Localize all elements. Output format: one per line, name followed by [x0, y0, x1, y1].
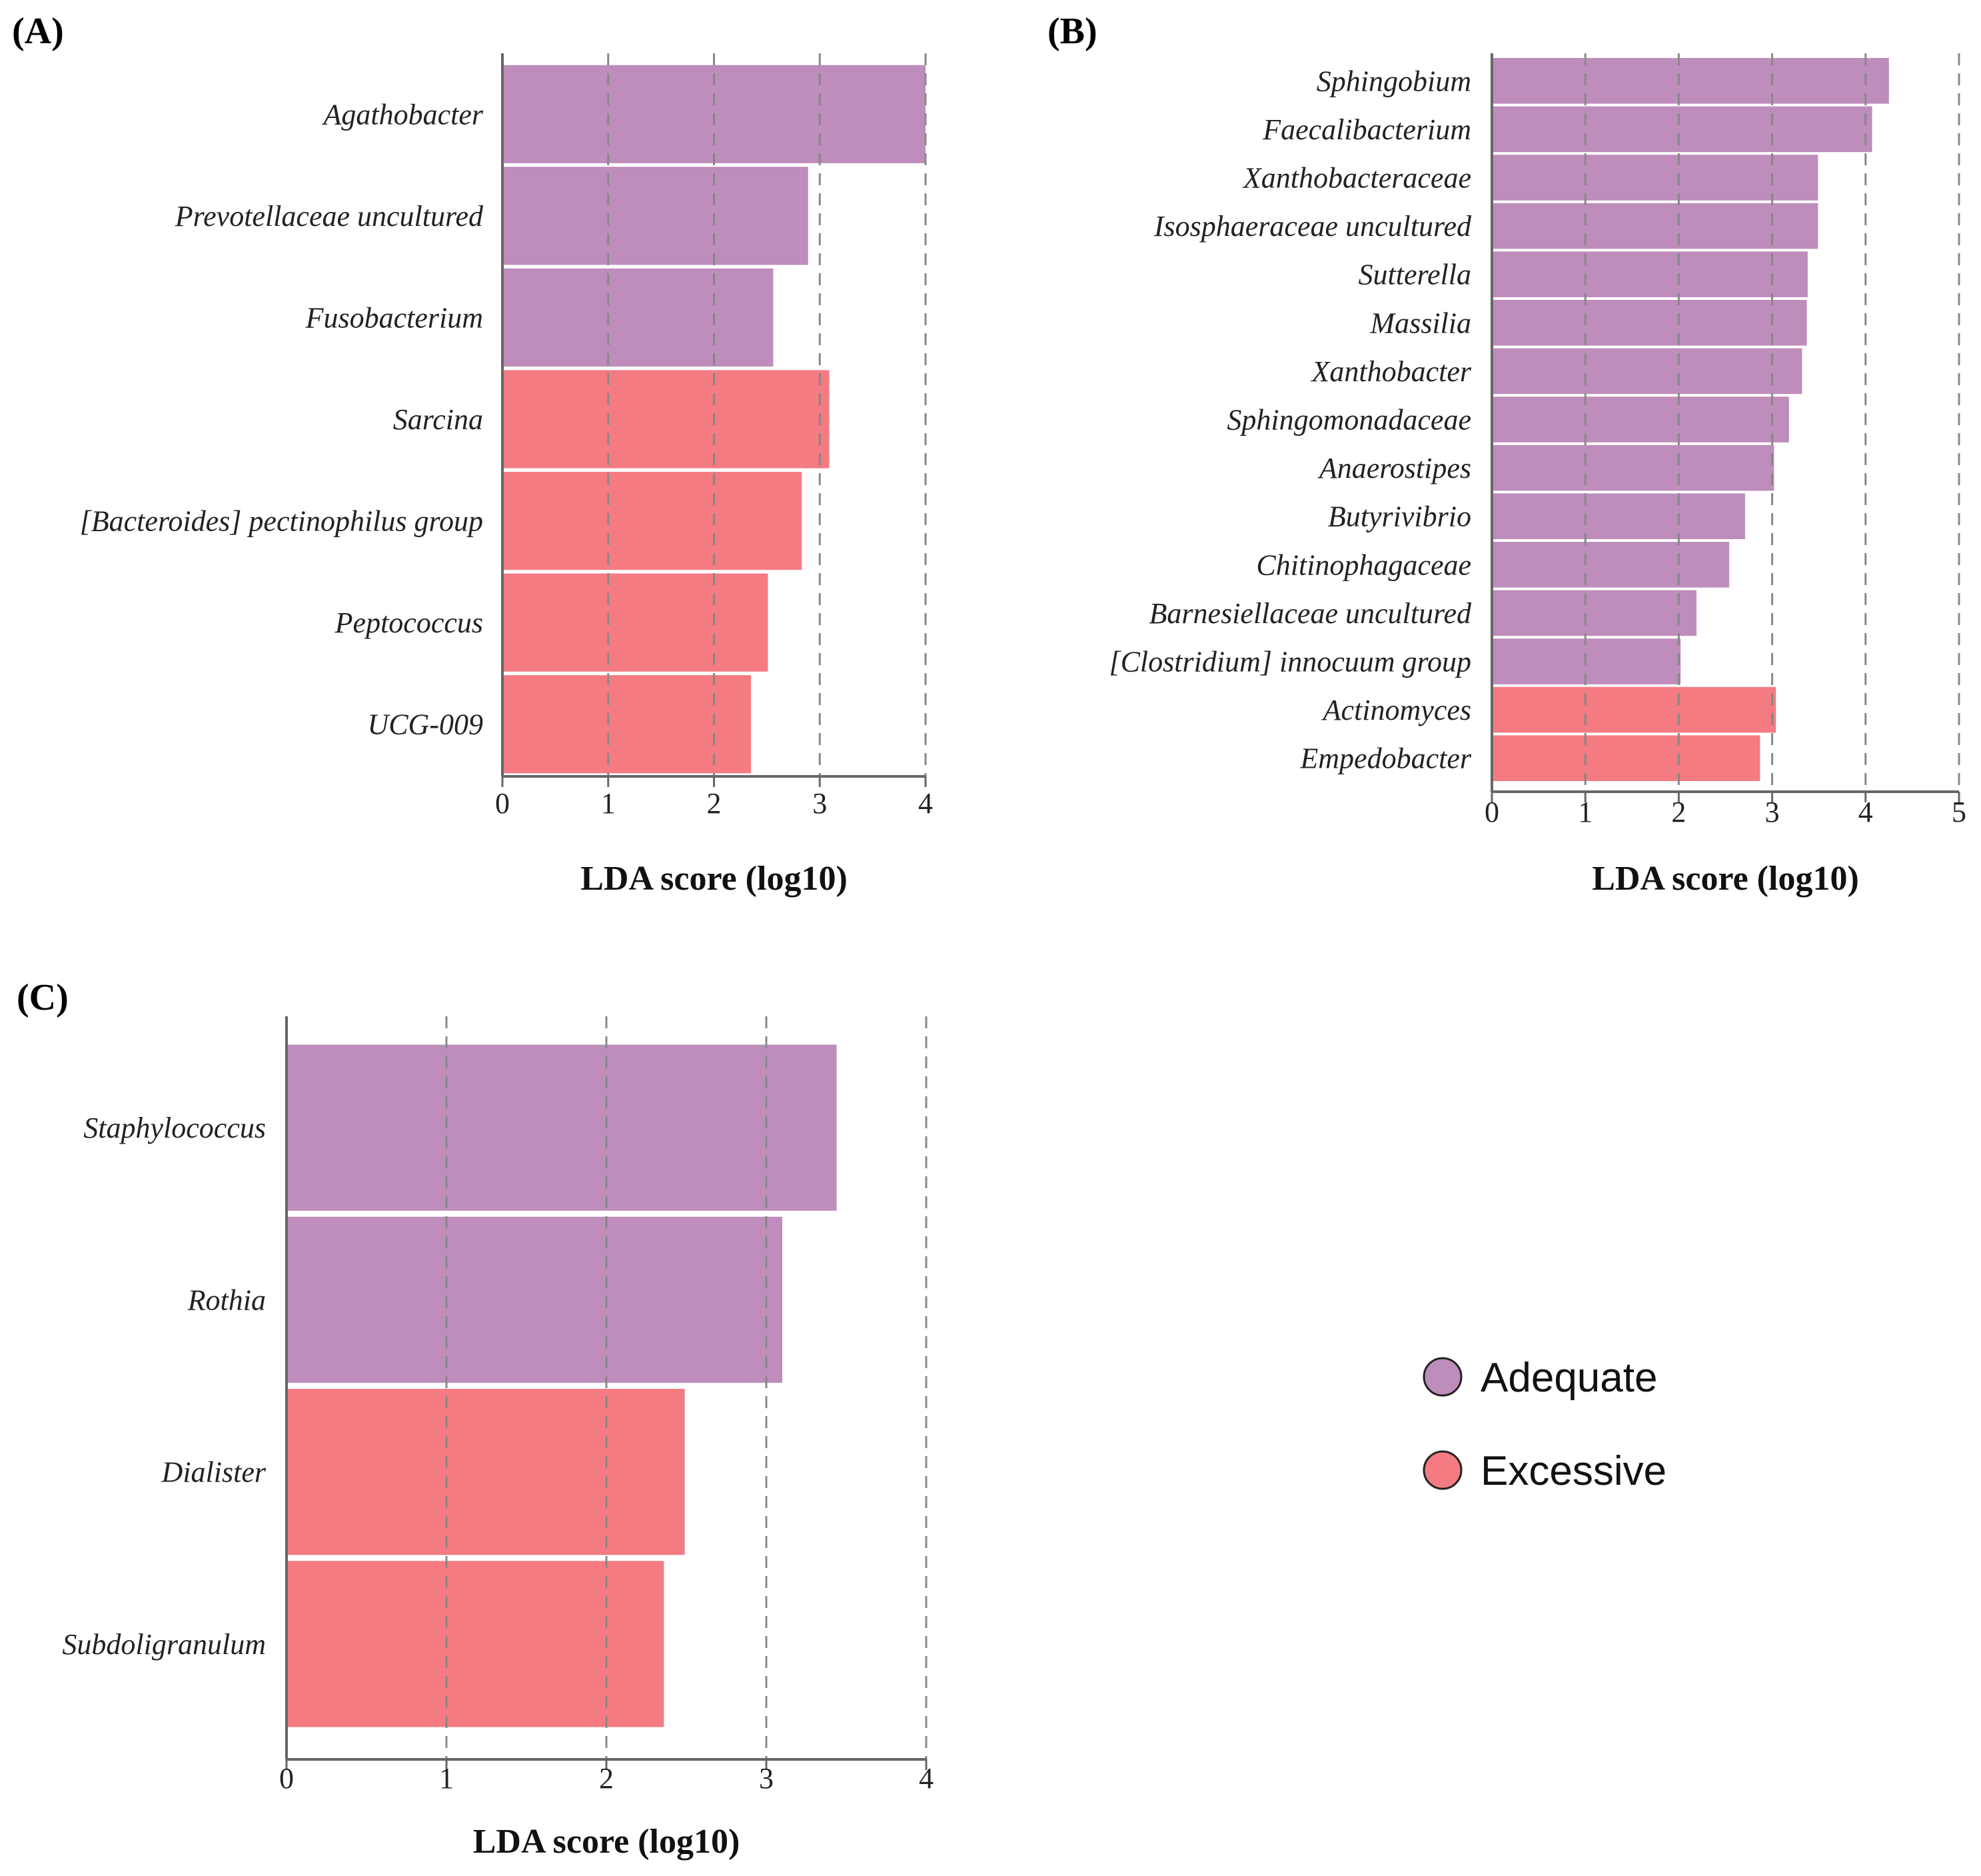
bar-adequate: [1492, 493, 1745, 539]
bar-adequate: [1492, 348, 1802, 395]
panel-label-a: (A): [12, 11, 64, 52]
x-axis-title: LDA score (log10): [473, 1823, 740, 1861]
bar-adequate: [1492, 542, 1730, 588]
bar-label: Barnesiellaceae uncultured: [1149, 597, 1472, 630]
bar-label: Prevotellaceae uncultured: [175, 200, 484, 233]
panel-label-b: (B): [1047, 11, 1097, 52]
bar-label: Sarcina: [393, 403, 483, 436]
bar-label: Anaerostipes: [1317, 452, 1471, 484]
legend-swatch-adequate: [1423, 1357, 1463, 1397]
bar-label: Peptococcus: [334, 606, 483, 639]
x-tick-label: 3: [812, 787, 827, 820]
bar-label: Rothia: [187, 1284, 266, 1316]
bar-label: Chitinophagaceae: [1256, 548, 1471, 581]
bar-label: Fusobacterium: [305, 301, 483, 334]
legend-label-adequate: Adequate: [1481, 1355, 1657, 1401]
bar-label: Sutterella: [1359, 259, 1471, 291]
bar-adequate: [287, 1044, 837, 1211]
bar-excessive: [287, 1561, 664, 1727]
bar-adequate: [1492, 397, 1789, 443]
legend: Adequate Excessive: [1423, 1355, 1666, 1494]
panel-a: (A) Agathobacter Prevotellaceae uncultured…: [12, 11, 933, 898]
bar-label: Actinomyces: [1321, 694, 1471, 726]
panel-b: (B) Sphingobium Faecalibacterium Xanthobact…: [1047, 11, 1966, 898]
bar-label: Massilia: [1369, 307, 1471, 339]
legend-swatch-excessive: [1423, 1450, 1463, 1490]
bar-adequate: [1492, 203, 1818, 249]
bar-label: [Bacteroides] pectinophilus group: [80, 505, 483, 538]
x-tick-label: 3: [1765, 796, 1780, 828]
bar-label: Dialister: [161, 1456, 267, 1489]
x-axis-title: LDA score (log10): [1592, 860, 1859, 898]
bar-excessive: [287, 1389, 685, 1555]
bar-excessive: [1492, 735, 1760, 781]
bar-label: Sphingomonadaceae: [1227, 404, 1471, 437]
bar-excessive: [1492, 686, 1776, 733]
bar-adequate: [1492, 155, 1818, 201]
bar-label: Isosphaeraceae uncultured: [1153, 210, 1472, 243]
bar-label: Xanthobacter: [1310, 355, 1471, 388]
x-tick-label: 4: [1858, 796, 1873, 828]
bar-adequate: [1492, 300, 1807, 346]
bar-adequate: [1492, 590, 1697, 636]
panel-label-c: (C): [17, 977, 69, 1018]
bar-label: Faecalibacterium: [1262, 113, 1471, 146]
bar-adequate: [502, 268, 774, 367]
bar-adequate: [1492, 445, 1774, 491]
x-tick-label: 1: [601, 787, 616, 820]
bar-label: Xanthobacteraceae: [1242, 162, 1471, 195]
bar-label: Staphylococcus: [83, 1112, 266, 1144]
bar-adequate: [1492, 251, 1808, 297]
bar-adequate: [502, 167, 808, 265]
x-tick-label: 3: [759, 1762, 774, 1795]
x-tick-label: 1: [1578, 796, 1593, 828]
bar-label: [Clostridium] innocuum group: [1109, 646, 1471, 678]
panel-c: (C) Staphylococcus Rothia Dialister Subdolig…: [17, 977, 934, 1861]
bar-adequate: [287, 1216, 782, 1383]
x-tick-label: 0: [1485, 796, 1499, 828]
bar-excessive: [502, 573, 768, 672]
bar-excessive: [502, 675, 752, 774]
x-axis-title: LDA score (log10): [580, 860, 848, 898]
bar-excessive: [502, 370, 830, 469]
x-tick-label: 4: [919, 1762, 934, 1795]
x-tick-label: 2: [599, 1762, 614, 1795]
bar-adequate: [1492, 106, 1872, 153]
x-tick-label: 0: [495, 787, 510, 820]
bar-excessive: [502, 471, 802, 570]
x-tick-label: 1: [439, 1762, 454, 1795]
bar-label: UCG-009: [367, 708, 483, 741]
x-tick-label: 2: [707, 787, 722, 820]
legend-label-excessive: Excessive: [1481, 1448, 1666, 1494]
x-tick-label: 4: [918, 787, 933, 820]
x-tick-label: 2: [1671, 796, 1686, 828]
bar-label: Butyrivibrio: [1328, 500, 1471, 533]
bar-adequate: [1492, 58, 1889, 104]
x-tick-label: 5: [1952, 796, 1966, 828]
bar-label: Agathobacter: [321, 98, 483, 131]
x-tick-label: 0: [279, 1762, 294, 1795]
bar-label: Empedobacter: [1299, 742, 1471, 775]
bar-label: Sphingobium: [1317, 65, 1471, 97]
bar-label: Subdoligranulum: [62, 1628, 266, 1661]
